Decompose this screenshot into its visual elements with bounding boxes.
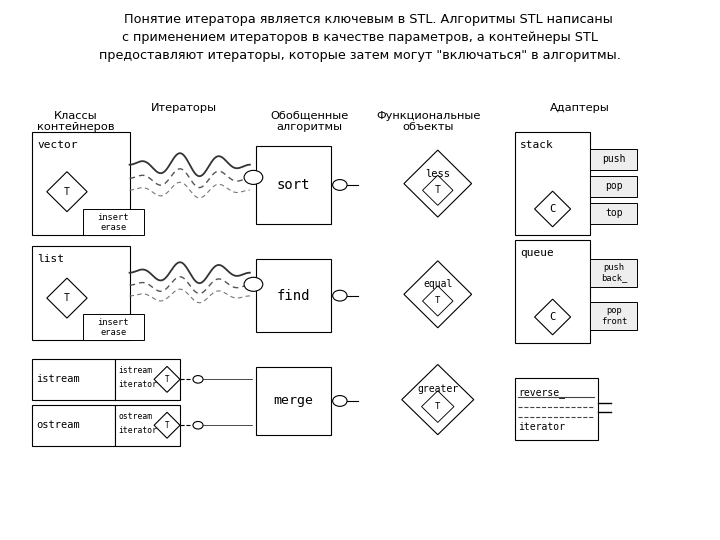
Text: T: T [435, 402, 441, 411]
Text: insert: insert [98, 318, 129, 327]
Polygon shape [422, 391, 454, 422]
Circle shape [244, 277, 263, 292]
Text: reverse_: reverse_ [518, 388, 565, 398]
Bar [515, 240, 590, 343]
Text: vector: vector [37, 140, 78, 151]
Text: Классы
контейнеров: Классы контейнеров [37, 111, 114, 132]
Text: C: C [549, 204, 556, 214]
Bar [590, 176, 637, 197]
Text: istream: istream [36, 374, 80, 384]
Text: Обобщенные
алгоритмы: Обобщенные алгоритмы [271, 111, 348, 132]
Circle shape [333, 179, 347, 190]
Bar [590, 149, 637, 170]
Bar [32, 359, 115, 400]
Text: erase: erase [100, 328, 127, 338]
Text: top: top [605, 208, 623, 218]
Text: push: push [602, 154, 626, 164]
Bar [83, 314, 144, 340]
Text: iterator: iterator [518, 422, 565, 432]
Text: greater: greater [417, 384, 459, 394]
Text: ostream: ostream [36, 420, 80, 430]
Text: equal: equal [423, 279, 452, 289]
Text: iterator: iterator [118, 426, 157, 435]
Bar [32, 246, 130, 340]
Polygon shape [154, 413, 180, 438]
Text: T: T [165, 375, 169, 384]
Text: Адаптеры: Адаптеры [549, 103, 610, 113]
Bar [590, 302, 637, 330]
Polygon shape [47, 172, 87, 212]
Text: T: T [64, 187, 70, 197]
Text: T: T [435, 296, 441, 306]
Text: T: T [165, 421, 169, 430]
Text: queue: queue [520, 248, 554, 259]
Circle shape [333, 395, 347, 406]
Bar [32, 132, 130, 235]
Polygon shape [423, 175, 453, 205]
Text: iterator: iterator [118, 380, 157, 389]
Text: Функциональные
объекты: Функциональные объекты [377, 111, 480, 132]
Text: T: T [435, 185, 441, 195]
Bar [83, 209, 144, 235]
Bar [32, 405, 115, 446]
Polygon shape [404, 150, 472, 217]
Polygon shape [423, 286, 453, 316]
Bar [115, 359, 180, 400]
Text: istream: istream [118, 366, 152, 375]
Text: pop: pop [605, 181, 623, 191]
Text: T: T [64, 293, 70, 303]
Bar [515, 132, 590, 235]
Text: insert: insert [98, 213, 129, 222]
Polygon shape [404, 261, 472, 328]
Text: Итераторы: Итераторы [150, 103, 217, 113]
Text: stack: stack [520, 140, 554, 151]
Bar [256, 367, 331, 435]
Text: C: C [549, 312, 556, 322]
Text: merge: merge [274, 394, 313, 408]
Text: Понятие итератора является ключевым в STL. Алгоритмы STL написаны
с применением : Понятие итератора является ключевым в ST… [99, 14, 621, 63]
Bar [590, 259, 637, 287]
Polygon shape [534, 191, 571, 227]
Text: less: less [426, 168, 450, 179]
Bar [590, 203, 637, 224]
Polygon shape [47, 278, 87, 318]
Circle shape [333, 291, 347, 301]
Text: push
back_: push back_ [600, 263, 627, 282]
Bar [115, 405, 180, 446]
Bar [515, 378, 598, 440]
Polygon shape [534, 299, 571, 335]
Polygon shape [402, 364, 474, 435]
Text: sort: sort [276, 178, 310, 192]
Bar [256, 259, 331, 332]
Text: list: list [37, 254, 65, 264]
Text: erase: erase [100, 223, 127, 232]
Circle shape [193, 421, 203, 429]
Text: ostream: ostream [118, 412, 152, 421]
Polygon shape [154, 366, 180, 392]
Circle shape [193, 376, 203, 383]
Bar [256, 146, 331, 224]
Text: pop
front: pop front [600, 306, 627, 326]
Text: find: find [276, 289, 310, 302]
Circle shape [244, 171, 263, 184]
